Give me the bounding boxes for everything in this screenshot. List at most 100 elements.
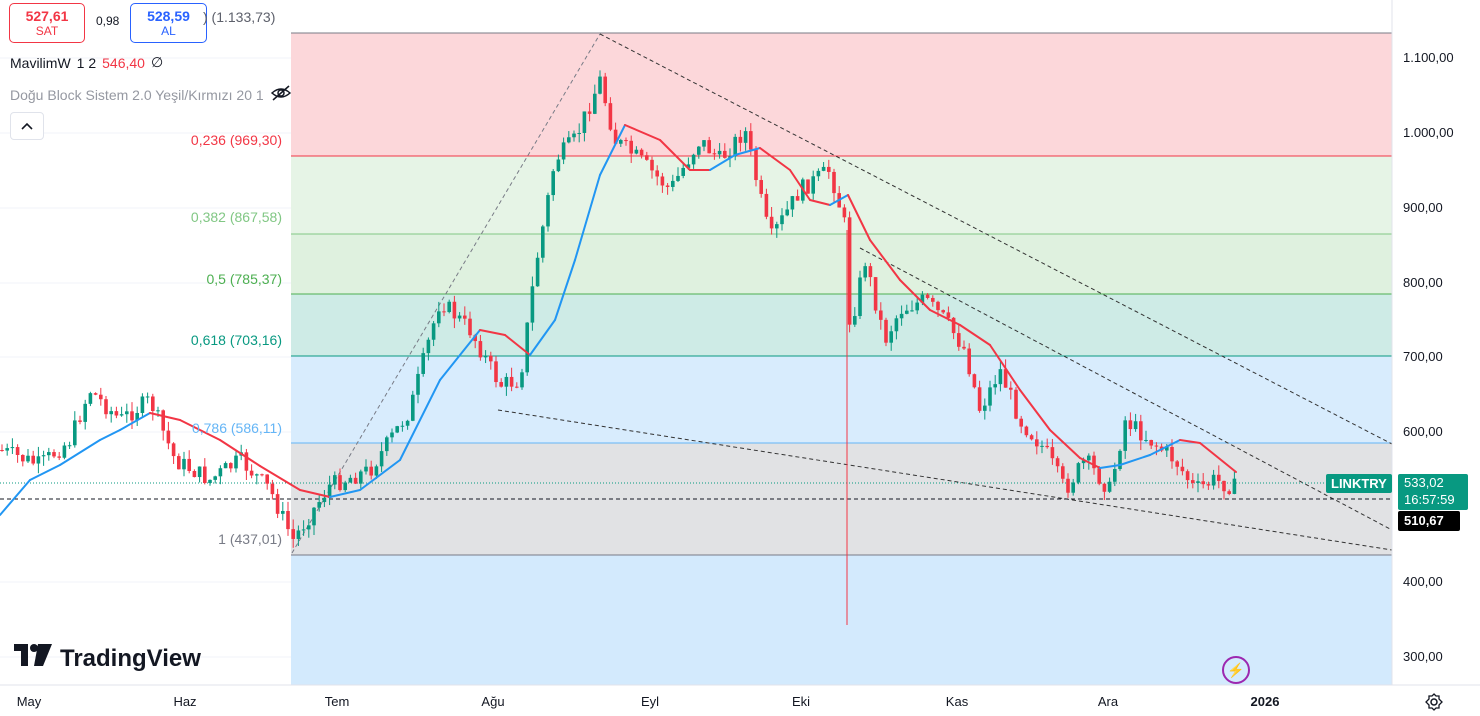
- candle-body: [322, 497, 327, 503]
- candle-body: [161, 410, 165, 431]
- candle-body: [140, 396, 145, 413]
- candle-body: [515, 386, 519, 388]
- mavilim-segment: [219, 439, 261, 467]
- candle-body: [993, 384, 997, 388]
- candle-body: [1165, 446, 1169, 451]
- mavilim-segment: [329, 489, 361, 498]
- candle-body: [1019, 418, 1023, 427]
- candle-body: [421, 353, 425, 374]
- candle-body: [572, 133, 576, 138]
- y-tick: 1.100,00: [1403, 50, 1454, 65]
- candle-body: [270, 483, 275, 495]
- candle-body: [447, 301, 451, 313]
- candle-body: [780, 215, 784, 225]
- candle-body: [130, 411, 134, 421]
- y-tick: 1.000,00: [1403, 125, 1454, 140]
- candle-body: [941, 310, 945, 313]
- candle-body: [15, 447, 20, 455]
- fib-label-1: 1 (437,01): [218, 531, 282, 547]
- current-price: 533,02: [1404, 475, 1444, 490]
- candle-body: [78, 420, 82, 422]
- candle-body: [26, 455, 30, 462]
- candle-body: [135, 412, 139, 421]
- tradingview-logo-icon: [14, 644, 52, 673]
- settings-icon[interactable]: [1424, 692, 1444, 712]
- candle-body: [348, 477, 353, 483]
- mavilim-segment: [1119, 454, 1151, 466]
- tradingview-logo[interactable]: TradingView: [14, 644, 201, 673]
- buy-label: AL: [161, 24, 176, 38]
- candle-body: [1003, 369, 1008, 388]
- mavilim-segment: [789, 169, 811, 201]
- mavilim-segment: [929, 309, 961, 326]
- gridlines: [0, 57, 291, 658]
- candle-body: [827, 166, 831, 172]
- candle-body: [301, 529, 306, 531]
- candle-body: [1097, 468, 1101, 484]
- candle-body: [343, 482, 347, 491]
- candle-body: [21, 454, 25, 462]
- mavilim-line: [0, 124, 1237, 516]
- mavilim-segment: [529, 319, 556, 356]
- candle-body: [1087, 455, 1091, 461]
- candle-body: [442, 311, 446, 313]
- candle-body: [494, 361, 498, 383]
- candle-body: [525, 322, 529, 373]
- mavilim-segment: [624, 124, 661, 141]
- candle-body: [1040, 445, 1044, 447]
- mavilim-segment: [504, 334, 531, 356]
- candle-body: [1154, 445, 1159, 447]
- sell-price: 527,61: [25, 8, 69, 24]
- candle-body: [208, 479, 212, 483]
- candle-body: [743, 131, 748, 143]
- bar-countdown: 16:57:59: [1404, 492, 1455, 507]
- candle-body: [192, 471, 197, 478]
- mavilim-segment: [259, 465, 301, 491]
- candle-body: [686, 164, 691, 168]
- sell-button[interactable]: 527,61 SAT: [9, 3, 85, 43]
- eye-off-icon[interactable]: [270, 84, 292, 105]
- candle-body: [265, 474, 269, 484]
- candle-body: [1144, 439, 1148, 441]
- candle-body: [1107, 481, 1112, 492]
- candle-body: [977, 387, 982, 411]
- candle-body: [967, 348, 971, 375]
- candle-body: [374, 466, 379, 476]
- collapse-legend-button[interactable]: [10, 112, 44, 140]
- candle-body: [879, 310, 883, 320]
- candle-body: [951, 317, 956, 334]
- candle-body: [1128, 420, 1133, 430]
- candle-body: [1185, 471, 1190, 481]
- x-tick: Ara: [1097, 694, 1119, 709]
- mavilim-segment: [119, 412, 151, 431]
- candle-body: [416, 373, 420, 395]
- brand-name: TradingView: [60, 644, 201, 672]
- candle-body: [1081, 460, 1086, 464]
- mavilim-segment: [554, 259, 576, 321]
- candle-body: [931, 297, 935, 302]
- x-tick: Haz: [173, 694, 197, 709]
- candle-body: [333, 475, 337, 485]
- candle-body: [598, 76, 602, 94]
- candle-body: [364, 466, 368, 472]
- mavilim-segment: [59, 439, 101, 466]
- candle-body: [749, 131, 753, 150]
- candle-body: [998, 369, 1003, 385]
- mavilim-legend[interactable]: MavilimW 1 2 546,40 ∅: [10, 54, 163, 71]
- doblock-name: Doğu Block Sistem 2.0 Yeşil/Kırmızı 20 1: [10, 86, 264, 103]
- candle-body: [119, 414, 124, 416]
- fib-zone-0236-0382: [291, 156, 1392, 234]
- candle-body: [36, 456, 41, 464]
- x-tick: May: [16, 694, 42, 709]
- doblock-legend[interactable]: Doğu Block Sistem 2.0 Yeşil/Kırmızı 20 1: [10, 84, 292, 105]
- buy-button[interactable]: 528,59 AL: [130, 3, 207, 43]
- candle-body: [203, 466, 207, 483]
- candle-body: [249, 470, 254, 476]
- candle-body: [369, 466, 373, 476]
- lightning-icon[interactable]: ⚡: [1222, 656, 1250, 684]
- candle-body: [1066, 478, 1070, 493]
- mavilim-segment: [989, 344, 1021, 391]
- sell-label: SAT: [35, 24, 59, 38]
- candle-body: [109, 411, 113, 415]
